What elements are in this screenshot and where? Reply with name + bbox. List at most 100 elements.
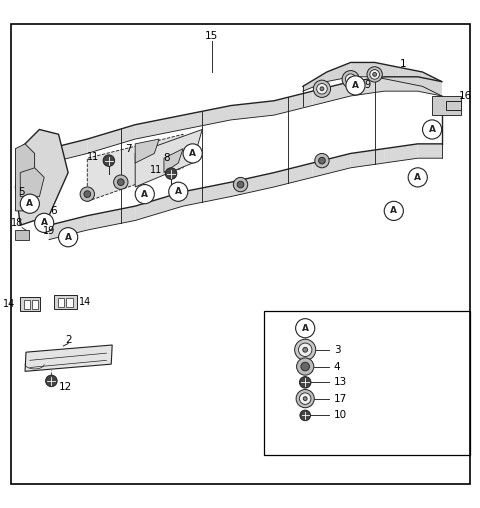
Text: A: A — [26, 199, 33, 208]
Circle shape — [296, 390, 314, 408]
Circle shape — [84, 191, 91, 198]
Polygon shape — [15, 144, 35, 211]
Circle shape — [367, 67, 382, 82]
Text: 11: 11 — [87, 152, 99, 162]
Polygon shape — [49, 216, 87, 240]
Text: 3: 3 — [334, 345, 340, 355]
Polygon shape — [327, 62, 351, 82]
Circle shape — [80, 187, 95, 201]
Polygon shape — [418, 77, 442, 96]
Circle shape — [373, 73, 376, 76]
Circle shape — [300, 393, 311, 404]
Text: 17: 17 — [334, 394, 347, 404]
Text: A: A — [189, 149, 196, 158]
Circle shape — [168, 182, 188, 201]
Bar — [66, 298, 73, 307]
Polygon shape — [135, 130, 202, 187]
Text: 7: 7 — [125, 144, 132, 153]
Text: A: A — [414, 173, 421, 182]
Circle shape — [349, 77, 353, 81]
Circle shape — [20, 194, 39, 213]
Circle shape — [297, 358, 314, 375]
Circle shape — [237, 181, 244, 188]
Polygon shape — [351, 149, 384, 168]
Circle shape — [303, 347, 308, 352]
Circle shape — [370, 70, 379, 79]
Circle shape — [114, 175, 128, 189]
Polygon shape — [274, 91, 312, 115]
Polygon shape — [135, 115, 183, 139]
Polygon shape — [351, 77, 384, 96]
Polygon shape — [183, 182, 231, 206]
Circle shape — [303, 397, 307, 400]
Text: 14: 14 — [79, 297, 91, 307]
Polygon shape — [164, 149, 183, 173]
Circle shape — [233, 177, 248, 192]
Circle shape — [301, 362, 310, 371]
Bar — [58, 298, 64, 307]
Bar — [24, 300, 30, 309]
Polygon shape — [432, 96, 461, 115]
Circle shape — [59, 228, 78, 247]
Polygon shape — [183, 106, 231, 130]
Polygon shape — [384, 77, 418, 91]
Text: 12: 12 — [59, 382, 72, 392]
Circle shape — [313, 80, 331, 98]
Polygon shape — [398, 67, 422, 86]
Text: 16: 16 — [458, 91, 472, 101]
Text: 1: 1 — [400, 59, 407, 70]
Polygon shape — [25, 345, 112, 371]
Circle shape — [183, 144, 202, 163]
Circle shape — [346, 76, 365, 95]
Circle shape — [342, 71, 360, 88]
Polygon shape — [135, 139, 159, 163]
Circle shape — [118, 179, 124, 185]
Circle shape — [408, 168, 427, 187]
Text: A: A — [352, 81, 359, 90]
Text: 4: 4 — [334, 362, 340, 371]
Bar — [264, 311, 470, 455]
Circle shape — [346, 74, 356, 84]
Polygon shape — [49, 139, 87, 163]
Polygon shape — [54, 295, 77, 309]
Circle shape — [165, 168, 177, 179]
Bar — [32, 300, 38, 309]
Circle shape — [299, 343, 312, 357]
Text: 15: 15 — [205, 31, 218, 41]
Polygon shape — [15, 130, 68, 225]
Text: A: A — [429, 125, 436, 134]
Text: 6: 6 — [50, 206, 57, 216]
Circle shape — [103, 155, 115, 166]
Circle shape — [296, 319, 315, 338]
Polygon shape — [20, 168, 44, 197]
Polygon shape — [231, 173, 274, 197]
Text: 10: 10 — [334, 410, 347, 421]
Polygon shape — [312, 153, 351, 177]
Text: 18: 18 — [11, 218, 23, 228]
Circle shape — [422, 120, 442, 139]
Text: A: A — [302, 324, 309, 333]
Text: 5: 5 — [18, 187, 24, 197]
Polygon shape — [15, 230, 29, 240]
Text: A: A — [65, 233, 72, 242]
Text: A: A — [141, 189, 148, 199]
Polygon shape — [87, 134, 183, 201]
Text: 13: 13 — [334, 377, 347, 387]
Text: 11: 11 — [150, 165, 163, 175]
Circle shape — [46, 375, 57, 387]
Circle shape — [315, 153, 329, 168]
Polygon shape — [418, 144, 442, 158]
Circle shape — [35, 213, 54, 233]
Polygon shape — [303, 72, 327, 91]
Text: 8: 8 — [163, 153, 169, 163]
Polygon shape — [422, 72, 442, 96]
Polygon shape — [231, 101, 274, 120]
Polygon shape — [20, 297, 40, 311]
Text: 19: 19 — [43, 227, 55, 237]
Polygon shape — [374, 62, 398, 82]
Circle shape — [317, 83, 327, 94]
Polygon shape — [446, 101, 461, 110]
Polygon shape — [274, 163, 312, 187]
Circle shape — [295, 339, 316, 360]
Circle shape — [135, 184, 155, 204]
